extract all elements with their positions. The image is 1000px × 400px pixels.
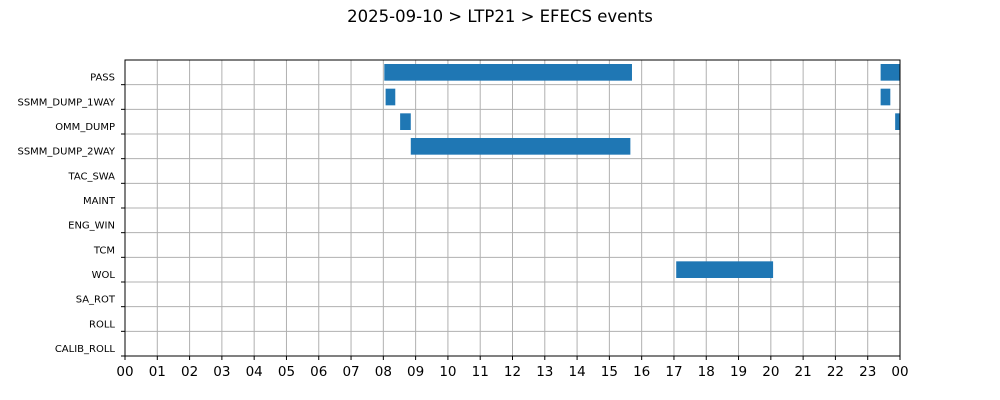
y-tick-label: PASS <box>90 73 115 84</box>
x-tick-label: 13 <box>536 364 553 380</box>
x-tick-label: 18 <box>698 364 715 380</box>
event-bar <box>676 261 774 278</box>
x-tick-label: 09 <box>407 364 424 380</box>
y-tick-label: ROLL <box>89 319 115 330</box>
x-tick-label: 06 <box>310 364 327 380</box>
x-tick-label: 00 <box>116 364 133 380</box>
x-tick-label: 07 <box>342 364 359 380</box>
x-tick-label: 14 <box>568 364 585 380</box>
x-tick-label: 04 <box>246 364 263 380</box>
bars-layer <box>384 64 900 278</box>
x-tick-label: 01 <box>149 364 166 380</box>
y-tick-label: TCM <box>93 245 115 256</box>
x-tick-label: 03 <box>213 364 230 380</box>
y-tick-label: OMM_DUMP <box>55 122 115 133</box>
x-tick-label: 15 <box>601 364 618 380</box>
x-tick-label: 17 <box>665 364 682 380</box>
y-tick-label: CALIB_ROLL <box>55 344 116 355</box>
chart-title: 2025-09-10 > LTP21 > EFECS events <box>347 7 653 26</box>
y-axis: PASS SSMM_DUMP_1WAY OMM_DUMP SSMM_DUMP_2WAY… <box>17 73 125 357</box>
event-bar <box>384 64 632 81</box>
y-tick-label: ENG_WIN <box>68 221 115 232</box>
y-tick-label: MAINT <box>83 196 116 207</box>
y-tick-label: SSMM_DUMP_1WAY <box>17 97 115 108</box>
x-tick-label: 11 <box>472 364 489 380</box>
x-tick-label: 05 <box>278 364 295 380</box>
x-tick-label: 20 <box>762 364 779 380</box>
x-tick-label: 21 <box>795 364 812 380</box>
x-tick-label: 10 <box>439 364 456 380</box>
y-tick-label: SSMM_DUMP_2WAY <box>17 147 115 158</box>
y-tick-label: WOL <box>92 270 116 281</box>
x-tick-label: 02 <box>181 364 198 380</box>
x-tick-label: 19 <box>730 364 747 380</box>
y-tick-label: SA_ROT <box>76 295 116 306</box>
x-tick-label: 22 <box>827 364 844 380</box>
event-bar <box>895 113 900 130</box>
event-bar <box>400 113 411 130</box>
event-bar <box>880 64 900 81</box>
x-tick-label: 08 <box>375 364 392 380</box>
x-tick-label: 12 <box>504 364 521 380</box>
x-tick-label: 00 <box>891 364 908 380</box>
x-axis: 00 01 02 03 04 05 06 07 08 09 10 11 12 13 14 15 16 17 18 19… <box>116 356 909 380</box>
y-tick-label: TAC_SWA <box>67 171 115 182</box>
event-bar <box>410 138 631 155</box>
event-bar <box>880 88 891 106</box>
x-tick-label: 23 <box>859 364 876 380</box>
event-bar <box>385 88 396 106</box>
grid-layer <box>124 60 901 356</box>
x-tick-label: 16 <box>633 364 650 380</box>
